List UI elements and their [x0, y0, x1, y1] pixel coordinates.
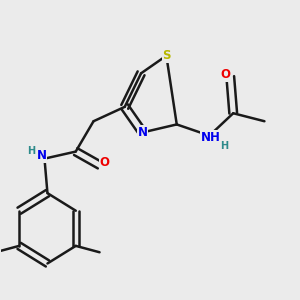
Text: NH: NH	[201, 131, 221, 144]
Text: O: O	[100, 156, 110, 169]
Text: N: N	[138, 126, 148, 139]
Text: O: O	[220, 68, 230, 81]
Text: H: H	[220, 141, 228, 151]
Text: N: N	[37, 149, 46, 162]
Text: S: S	[162, 49, 171, 62]
Text: H: H	[27, 146, 35, 156]
